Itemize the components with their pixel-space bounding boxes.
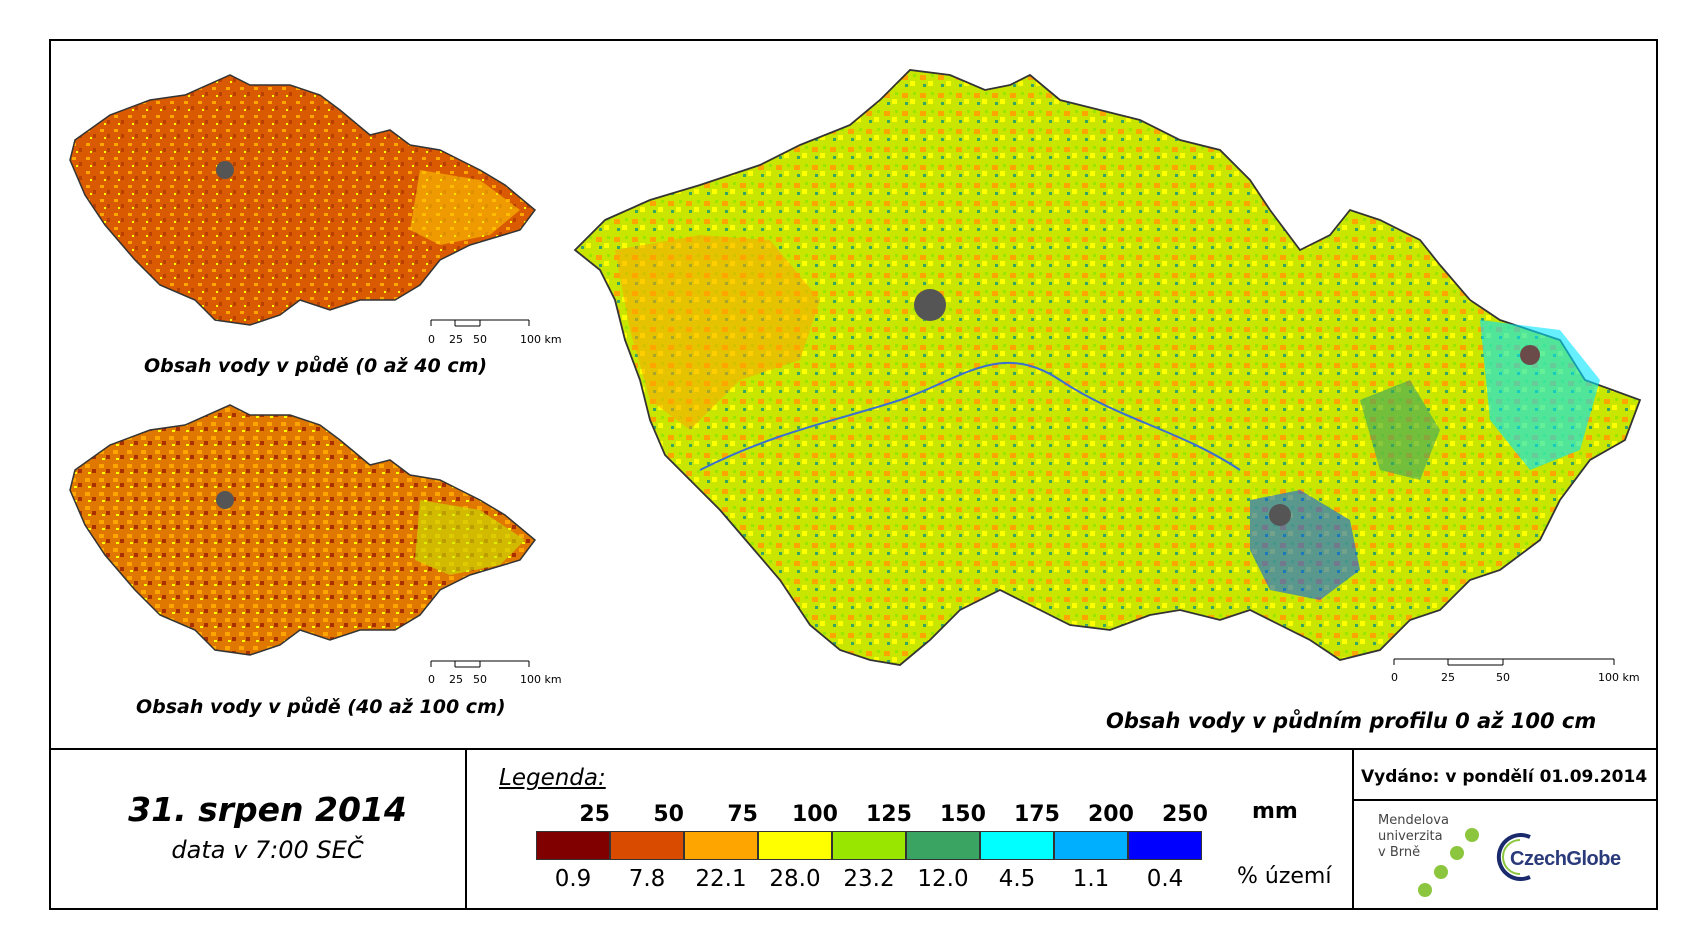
legend-threshold-label: 250 xyxy=(1162,802,1208,827)
small-map-bottom-scalebar xyxy=(430,660,530,668)
legend-swatch xyxy=(832,831,906,860)
legend-swatch xyxy=(610,831,684,860)
scale-tick: 0 xyxy=(428,673,435,686)
legend-swatch xyxy=(536,831,610,860)
large-map-river xyxy=(699,361,1241,471)
large-map-city-prague xyxy=(914,289,946,321)
scale-tick: 50 xyxy=(473,333,487,346)
scale-tick: 0 xyxy=(1391,671,1398,684)
scale-tick: 25 xyxy=(449,333,463,346)
legend-percent-value: 0.9 xyxy=(554,866,592,892)
issued-divider xyxy=(1353,799,1657,801)
scale-tick: 100 km xyxy=(520,673,562,686)
legend-swatch xyxy=(684,831,758,860)
university-logo-dots xyxy=(1418,828,1479,897)
legend-percent-label: % území xyxy=(1237,864,1332,889)
legend-percent-value: 28.0 xyxy=(769,866,821,892)
small-map-top-caption: Obsah vody v půdě (0 až 40 cm) xyxy=(144,355,488,377)
university-line: univerzita xyxy=(1378,829,1443,844)
legend-percent-value: 23.2 xyxy=(843,866,895,892)
legend-swatch xyxy=(906,831,980,860)
legend-percent-value: 0.4 xyxy=(1146,866,1184,892)
legend-swatch xyxy=(758,831,832,860)
czechglobe-logo-mark xyxy=(1496,833,1531,881)
legend-percent-value: 22.1 xyxy=(695,866,747,892)
legend-threshold-label: 50 xyxy=(653,802,684,827)
legend-threshold-label: 200 xyxy=(1088,802,1134,827)
legend-threshold-label: 125 xyxy=(866,802,912,827)
footer-divider xyxy=(49,748,1658,750)
large-map-caption: Obsah vody v půdním profilu 0 až 100 cm xyxy=(1106,709,1597,733)
legend-title: Legenda: xyxy=(499,765,606,791)
legend-threshold-label: 100 xyxy=(792,802,838,827)
small-map-bottom-shape xyxy=(69,404,537,656)
scale-tick: 50 xyxy=(1496,671,1510,684)
scale-tick: 100 km xyxy=(520,333,562,346)
footer-separator-1 xyxy=(465,749,467,909)
legend-swatch xyxy=(1054,831,1128,860)
legend-swatch xyxy=(1128,831,1202,860)
legend-percent-value: 7.8 xyxy=(628,866,666,892)
small-map-bottom-caption: Obsah vody v půdě (40 až 100 cm) xyxy=(136,696,506,718)
scale-tick: 0 xyxy=(428,333,435,346)
scale-tick: 25 xyxy=(449,673,463,686)
legend-percent-value: 12.0 xyxy=(917,866,969,892)
university-line: Mendelova xyxy=(1378,813,1449,828)
scale-tick: 25 xyxy=(1441,671,1455,684)
legend-threshold-label: 150 xyxy=(940,802,986,827)
issued-date: Vydáno: v pondělí 01.09.2014 xyxy=(1361,767,1648,787)
university-line: v Brně xyxy=(1378,845,1421,860)
university-logo-text: Mendelova univerzita v Brně xyxy=(1378,813,1449,861)
footer-separator-2 xyxy=(1352,749,1354,909)
small-map-top-scalebar xyxy=(430,319,530,327)
small-map-bottom-highlight xyxy=(415,500,525,575)
large-map-cyan-east xyxy=(1480,320,1600,470)
small-map-top-highlight xyxy=(410,170,520,245)
legend-swatch xyxy=(980,831,1054,860)
date-subtitle: data v 7:00 SEČ xyxy=(171,836,364,864)
legend-threshold-label: 75 xyxy=(727,802,758,827)
large-map-city-brno xyxy=(1269,504,1291,526)
legend-percent-value: 4.5 xyxy=(998,866,1036,892)
large-map-darkgreen-center xyxy=(1360,380,1440,480)
legend-threshold-label: 25 xyxy=(579,802,610,827)
large-map-city-ostrava xyxy=(1520,345,1540,365)
small-map-bottom-city xyxy=(216,491,234,509)
small-map-top-city xyxy=(216,161,234,179)
large-map-shape xyxy=(573,69,1642,666)
legend-unit: mm xyxy=(1252,799,1298,824)
scale-tick: 50 xyxy=(473,673,487,686)
legend-percent-value: 1.1 xyxy=(1072,866,1110,892)
large-map-scalebar xyxy=(1393,658,1615,666)
legend-threshold-label: 175 xyxy=(1014,802,1060,827)
small-map-top-shape xyxy=(69,74,537,326)
czechglobe-logo-text: CzechGlobe xyxy=(1510,848,1621,870)
figure-frame xyxy=(49,39,1658,910)
large-map-orange-west xyxy=(615,235,820,430)
date-title: 31. srpen 2014 xyxy=(128,790,407,829)
scale-tick: 100 km xyxy=(1598,671,1640,684)
